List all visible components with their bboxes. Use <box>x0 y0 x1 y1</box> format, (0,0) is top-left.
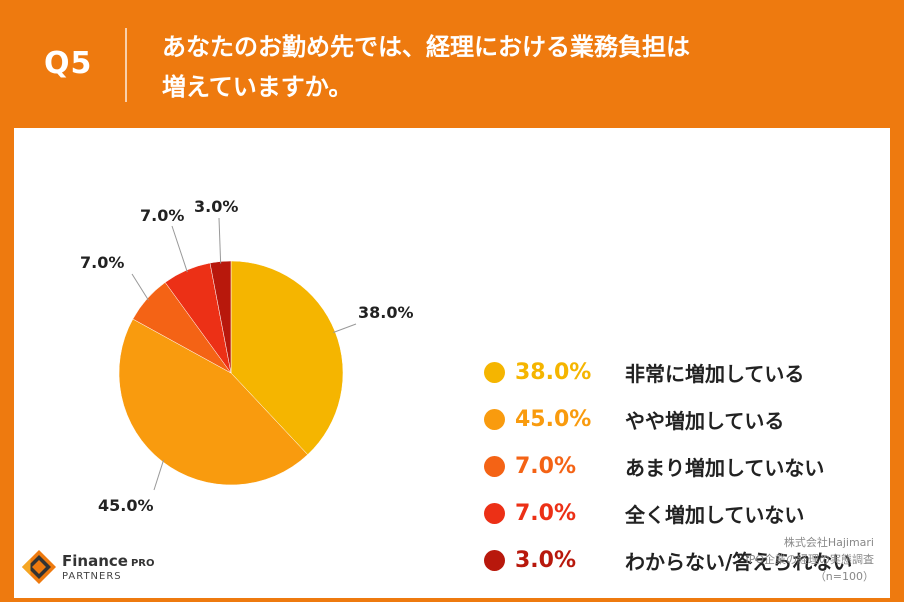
data-label: 38.0% <box>358 303 414 322</box>
legend-swatch <box>484 361 505 383</box>
pie-chart: 38.0% 45.0% 7.0% 7.0% 3.0% <box>80 197 414 515</box>
legend-label: わからない/答えられない <box>625 549 853 574</box>
data-label: 7.0% <box>140 206 184 225</box>
logo-name: Finance <box>62 552 128 570</box>
question-line-1: あなたのお勤め先では、経理における業務負担は <box>162 33 690 61</box>
legend-item: 45.0% やや増加している <box>484 401 904 437</box>
question-number: Q5 <box>44 46 93 81</box>
logo-pro: PRO <box>130 558 155 569</box>
legend-item: 3.0% わからない/答えられない <box>484 542 904 578</box>
leader-line <box>153 459 165 491</box>
header-banner: Q5 あなたのお勤め先では、経理における業務負担は 増えていますか。 <box>0 0 904 128</box>
logo: Finance PRO PARTNERS <box>22 548 202 588</box>
data-label: 7.0% <box>80 253 124 272</box>
logo-text: Finance PRO <box>62 552 154 570</box>
legend-label: 全く増加していない <box>625 502 805 527</box>
pie-slice <box>118 318 309 486</box>
legend-item: 38.0% 非常に増加している <box>484 354 904 390</box>
leader-line <box>171 225 188 273</box>
question-text: あなたのお勤め先では、経理における業務負担は 増えていますか。 <box>162 27 882 107</box>
legend-percent: 45.0% <box>515 406 592 432</box>
legend-label: あまり増加していない <box>625 455 825 480</box>
data-label: 3.0% <box>194 197 238 216</box>
source-line-2: IPO企業の経理の実態調査 <box>745 553 874 566</box>
data-label: 45.0% <box>98 496 154 515</box>
legend-label: やや増加している <box>625 408 785 433</box>
source-line-1: 株式会社Hajimari <box>783 536 874 549</box>
legend-swatch <box>484 408 505 430</box>
source-note: 株式会社Hajimari IPO企業の経理の実態調査 （n=100） <box>745 534 874 585</box>
legend-percent: 7.0% <box>515 453 577 479</box>
legend-swatch <box>484 549 505 571</box>
legend-percent: 3.0% <box>515 547 577 573</box>
legend-percent: 7.0% <box>515 500 577 526</box>
legend-item: 7.0% 全く増加していない <box>484 495 904 531</box>
legend-label: 非常に増加している <box>625 361 805 386</box>
legend-swatch <box>484 455 505 477</box>
leader-line <box>333 323 357 333</box>
leader-line <box>131 273 149 301</box>
legend-item: 7.0% あまり増加していない <box>484 448 904 484</box>
header-divider <box>125 28 127 102</box>
source-line-3: （n=100） <box>814 570 874 583</box>
question-line-2: 増えていますか。 <box>162 73 353 101</box>
legend-swatch <box>484 502 505 524</box>
chart-panel: 38.0% 45.0% 7.0% 7.0% 3.0% 38.0% 非常に増加している 45.… <box>14 128 890 598</box>
legend-percent: 38.0% <box>515 359 592 385</box>
logo-mark-icon <box>22 550 56 584</box>
leader-line <box>218 217 222 264</box>
logo-subtext: PARTNERS <box>62 571 122 582</box>
